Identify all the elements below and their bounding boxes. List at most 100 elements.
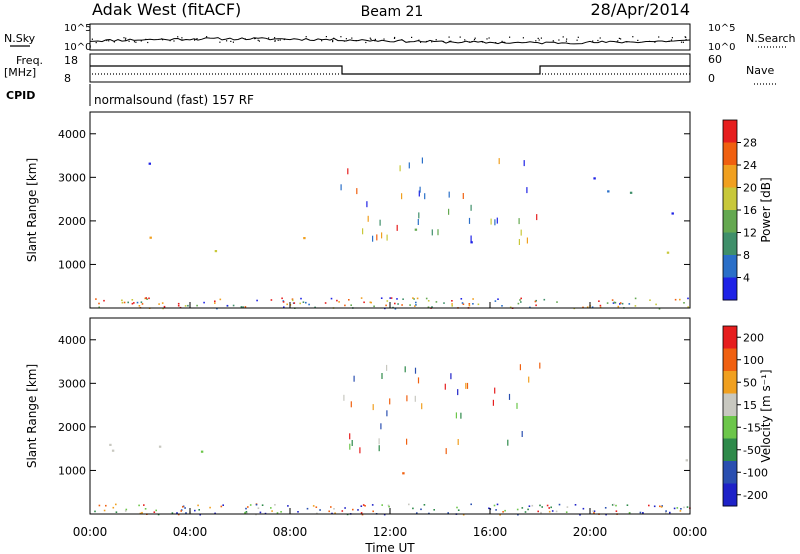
noise-search-dot [145, 38, 147, 40]
power-ground-cell [196, 304, 198, 307]
power-ground-cell [425, 297, 428, 300]
velocity-colorbar-swatch [723, 348, 737, 372]
velocity-streak [353, 375, 355, 382]
velocity-ground-cell [593, 512, 595, 514]
noise-search-dot [268, 37, 270, 39]
noise-search-dot [194, 39, 196, 41]
power-ground-cell [282, 300, 285, 302]
noise-search-dot [577, 36, 579, 38]
power-cell [607, 190, 610, 193]
velocity-ground-cell [182, 506, 184, 508]
velocity-colorbar-swatch [723, 371, 737, 394]
velocity-streak [380, 423, 382, 430]
noise-search-dot [473, 38, 476, 41]
velocity-ground-cell [328, 510, 330, 513]
power-colorbar: 4 8 12 16 20 24 28 [722, 119, 757, 301]
power-cell [666, 251, 670, 254]
noise-search-dot [668, 40, 670, 42]
velocity-ground-cell [653, 505, 656, 508]
velocity-colorbar-swatch [723, 438, 737, 462]
noise-search-dot [370, 38, 372, 40]
velocity-streak [421, 403, 423, 410]
velocity-colorbar-tick-label: -200 [743, 489, 768, 502]
noise-search-dot [495, 42, 497, 44]
power-ground-cell [226, 304, 229, 307]
velocity-ground-cell [592, 510, 594, 512]
velocity-ground-cell [274, 504, 276, 506]
freq-tick-bottom: 8 [64, 72, 71, 85]
velocity-ground-cell [271, 510, 273, 512]
velocity-streak [450, 373, 452, 380]
velocity-colorbar-tick-label: -50 [743, 444, 761, 457]
noise-search-dot [501, 40, 503, 42]
velocity-ground-cell [115, 511, 118, 513]
noise-search-dot [332, 41, 334, 43]
power-ground-cell [611, 299, 614, 301]
velocity-ground-cell [115, 503, 117, 506]
noise-search-dot [408, 41, 410, 43]
velocity-streak [406, 395, 408, 402]
velocity-streak [414, 395, 416, 402]
velocity-ground-cell [319, 509, 321, 511]
noise-search-dot [279, 39, 281, 41]
velocity-cell [158, 445, 162, 448]
power-ground-cell [373, 305, 375, 308]
power-ground-cell [396, 298, 398, 300]
noise-search-dot [565, 40, 567, 42]
power-ground-cell [472, 298, 474, 300]
power-ground-cell [679, 298, 681, 301]
velocity-colorbar-swatch [723, 393, 737, 417]
velocity-ground-cell [222, 504, 224, 506]
velocity-streak [519, 364, 521, 371]
noise-search-dot [133, 41, 136, 43]
velocity-ground-cell [180, 509, 183, 511]
noise-panel: N.Sky N.Search 10^5 10^0 10^5 10^0 [4, 23, 796, 53]
velocity-ground-cell [247, 506, 249, 508]
velocity-ground-cell [381, 504, 383, 506]
power-ground-cell [131, 299, 134, 301]
noise-tick-left-bottom: 10^0 [64, 42, 91, 53]
power-streak [372, 235, 374, 242]
velocity-ground-cell [456, 506, 458, 509]
velocity-streak [406, 438, 408, 445]
power-colorbar-tick-label: 20 [743, 182, 757, 195]
power-ground-cell [187, 304, 189, 307]
freq-tick-top: 18 [64, 54, 78, 67]
velocity-colorbar-tick-label: 200 [743, 331, 764, 344]
velocity-ground-cell [548, 507, 550, 509]
noise-search-dot [244, 38, 246, 40]
velocity-ground-cell [648, 504, 650, 507]
velocity-ground-cell [220, 505, 223, 508]
power-ground-cell [599, 304, 602, 307]
power-colorbar-swatch [723, 277, 737, 301]
power-streak [462, 193, 464, 199]
velocity-streak [351, 440, 353, 446]
power-ytick-label: 4000 [58, 128, 86, 141]
velocity-streak [465, 382, 467, 389]
velocity-ground-cell [550, 506, 552, 509]
noise-panel-frame [89, 23, 691, 51]
velocity-ground-cell [360, 512, 363, 514]
noise-search-dot [420, 41, 422, 43]
velocity-panel-frame [89, 317, 691, 515]
power-ground-cell [308, 303, 310, 306]
power-streak [419, 186, 421, 193]
velocity-ground-cell [613, 503, 615, 506]
velocity-cell [111, 449, 115, 452]
velocity-ground-cell [669, 511, 671, 514]
power-streak [399, 165, 401, 172]
power-ground-cell [556, 301, 558, 303]
noise-search-dot [448, 40, 450, 42]
power-ground-cell [123, 301, 126, 304]
power-cell [214, 250, 218, 253]
power-ground-cell [402, 298, 404, 300]
power-ground-cell [472, 303, 474, 305]
velocity-ground-cell [144, 508, 147, 510]
velocity-ground-cell [462, 513, 465, 516]
power-ground-cell [370, 301, 372, 304]
velocity-ground-cell [604, 507, 607, 509]
power-colorbar-tick-label: 12 [743, 227, 757, 240]
power-ground-cell [121, 301, 124, 304]
power-ground-cell [535, 304, 537, 307]
